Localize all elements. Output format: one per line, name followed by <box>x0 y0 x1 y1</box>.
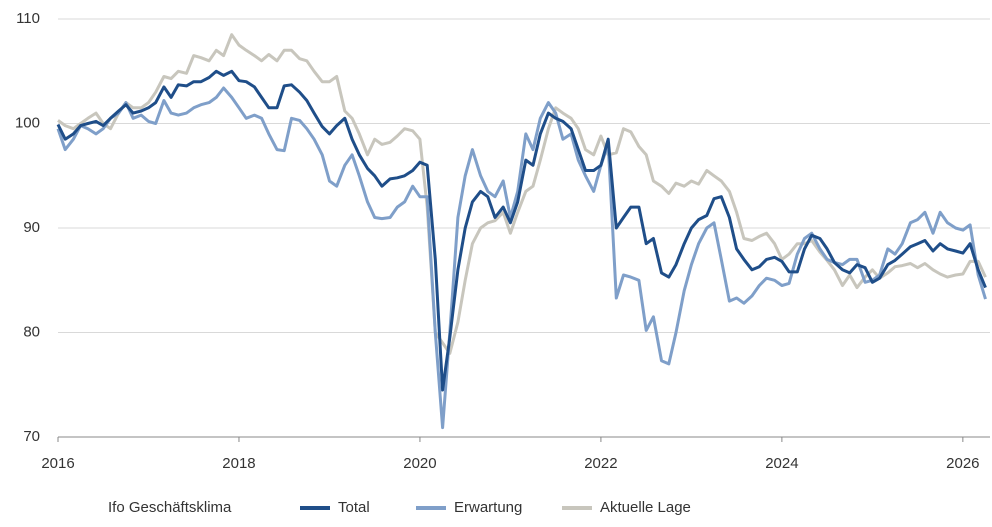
legend-title: Ifo Geschäftsklima <box>108 499 232 516</box>
x-tick-label: 2022 <box>584 455 617 472</box>
y-tick-label: 100 <box>15 114 40 131</box>
series-line <box>57 33 987 355</box>
series-line <box>56 69 987 392</box>
series-line <box>56 86 987 430</box>
x-tick-label: 2018 <box>222 455 255 472</box>
legend-label: Total <box>338 499 370 516</box>
legend-label: Erwartung <box>454 499 522 516</box>
y-tick-label: 80 <box>23 323 40 340</box>
legend-label: Aktuelle Lage <box>600 499 691 516</box>
y-tick-label: 110 <box>16 10 40 27</box>
y-tick-label: 90 <box>23 219 40 236</box>
y-tick-label: 70 <box>23 428 40 445</box>
x-tick-label: 2016 <box>41 455 74 472</box>
x-tick-label: 2024 <box>765 455 798 472</box>
x-tick-label: 2026 <box>946 455 979 472</box>
x-tick-label: 2020 <box>403 455 436 472</box>
